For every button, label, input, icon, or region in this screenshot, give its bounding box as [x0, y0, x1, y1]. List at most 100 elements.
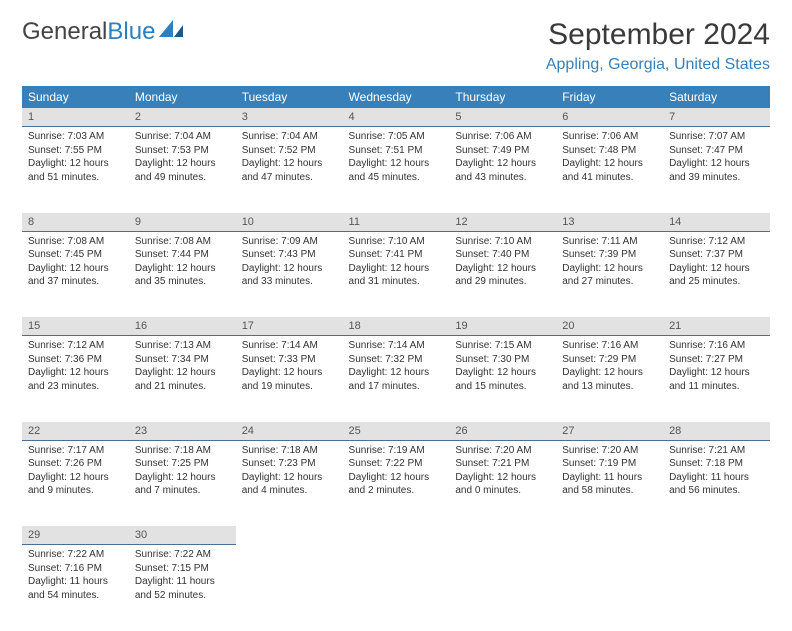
sunrise-text: Sunrise: 7:19 AM	[349, 444, 444, 458]
daylight-text: Daylight: 12 hours and 2 minutes.	[349, 471, 444, 498]
day-number: 19	[449, 317, 556, 336]
day-number: 22	[22, 422, 129, 441]
day-cell: Sunrise: 7:22 AMSunset: 7:16 PMDaylight:…	[22, 545, 129, 631]
day-cell: Sunrise: 7:08 AMSunset: 7:45 PMDaylight:…	[22, 231, 129, 317]
day-number: 25	[343, 422, 450, 441]
day-number: 9	[129, 213, 236, 232]
day-number	[663, 526, 770, 545]
sunrise-text: Sunrise: 7:17 AM	[28, 444, 123, 458]
day-number: 29	[22, 526, 129, 545]
sunrise-text: Sunrise: 7:16 AM	[669, 339, 764, 353]
day-cell: Sunrise: 7:09 AMSunset: 7:43 PMDaylight:…	[236, 231, 343, 317]
sunset-text: Sunset: 7:18 PM	[669, 457, 764, 471]
day-cell: Sunrise: 7:04 AMSunset: 7:52 PMDaylight:…	[236, 127, 343, 213]
daylight-text: Daylight: 12 hours and 25 minutes.	[669, 262, 764, 289]
day-cell: Sunrise: 7:10 AMSunset: 7:40 PMDaylight:…	[449, 231, 556, 317]
day-number: 28	[663, 422, 770, 441]
sunset-text: Sunset: 7:36 PM	[28, 353, 123, 367]
day-number: 16	[129, 317, 236, 336]
day-number: 11	[343, 213, 450, 232]
sunset-text: Sunset: 7:41 PM	[349, 248, 444, 262]
day-header: Thursday	[449, 86, 556, 108]
sunset-text: Sunset: 7:15 PM	[135, 562, 230, 576]
sunrise-text: Sunrise: 7:21 AM	[669, 444, 764, 458]
sunrise-text: Sunrise: 7:20 AM	[562, 444, 657, 458]
day-cell: Sunrise: 7:12 AMSunset: 7:36 PMDaylight:…	[22, 336, 129, 422]
sunrise-text: Sunrise: 7:10 AM	[349, 235, 444, 249]
sunset-text: Sunset: 7:51 PM	[349, 144, 444, 158]
sunrise-text: Sunrise: 7:13 AM	[135, 339, 230, 353]
day-cell: Sunrise: 7:20 AMSunset: 7:19 PMDaylight:…	[556, 440, 663, 526]
sunrise-text: Sunrise: 7:22 AM	[28, 548, 123, 562]
day-header: Tuesday	[236, 86, 343, 108]
sunset-text: Sunset: 7:23 PM	[242, 457, 337, 471]
day-cell: Sunrise: 7:11 AMSunset: 7:39 PMDaylight:…	[556, 231, 663, 317]
sunrise-text: Sunrise: 7:08 AM	[28, 235, 123, 249]
day-number	[236, 526, 343, 545]
daylight-text: Daylight: 12 hours and 31 minutes.	[349, 262, 444, 289]
sunrise-text: Sunrise: 7:14 AM	[349, 339, 444, 353]
sunrise-text: Sunrise: 7:18 AM	[135, 444, 230, 458]
day-number: 15	[22, 317, 129, 336]
day-cell: Sunrise: 7:14 AMSunset: 7:32 PMDaylight:…	[343, 336, 450, 422]
day-cell: Sunrise: 7:06 AMSunset: 7:48 PMDaylight:…	[556, 127, 663, 213]
daylight-text: Daylight: 12 hours and 29 minutes.	[455, 262, 550, 289]
day-number: 3	[236, 108, 343, 127]
sunrise-text: Sunrise: 7:12 AM	[669, 235, 764, 249]
daylight-text: Daylight: 12 hours and 41 minutes.	[562, 157, 657, 184]
daylight-text: Daylight: 12 hours and 51 minutes.	[28, 157, 123, 184]
sunrise-text: Sunrise: 7:16 AM	[562, 339, 657, 353]
sunset-text: Sunset: 7:19 PM	[562, 457, 657, 471]
page-title: September 2024	[546, 18, 770, 52]
day-cell	[663, 545, 770, 631]
day-cell: Sunrise: 7:12 AMSunset: 7:37 PMDaylight:…	[663, 231, 770, 317]
daylight-text: Daylight: 12 hours and 15 minutes.	[455, 366, 550, 393]
daylight-text: Daylight: 12 hours and 37 minutes.	[28, 262, 123, 289]
sunset-text: Sunset: 7:21 PM	[455, 457, 550, 471]
day-number: 14	[663, 213, 770, 232]
daylight-text: Daylight: 12 hours and 33 minutes.	[242, 262, 337, 289]
day-header: Monday	[129, 86, 236, 108]
day-number: 12	[449, 213, 556, 232]
daylight-text: Daylight: 12 hours and 35 minutes.	[135, 262, 230, 289]
sunset-text: Sunset: 7:55 PM	[28, 144, 123, 158]
day-cell: Sunrise: 7:20 AMSunset: 7:21 PMDaylight:…	[449, 440, 556, 526]
day-number: 17	[236, 317, 343, 336]
day-cell: Sunrise: 7:18 AMSunset: 7:25 PMDaylight:…	[129, 440, 236, 526]
daylight-text: Daylight: 12 hours and 11 minutes.	[669, 366, 764, 393]
day-header: Saturday	[663, 86, 770, 108]
sunrise-text: Sunrise: 7:10 AM	[455, 235, 550, 249]
daylight-text: Daylight: 12 hours and 27 minutes.	[562, 262, 657, 289]
day-number: 6	[556, 108, 663, 127]
day-header: Sunday	[22, 86, 129, 108]
day-number: 24	[236, 422, 343, 441]
day-cell: Sunrise: 7:16 AMSunset: 7:29 PMDaylight:…	[556, 336, 663, 422]
sunset-text: Sunset: 7:33 PM	[242, 353, 337, 367]
sunset-text: Sunset: 7:45 PM	[28, 248, 123, 262]
daylight-text: Daylight: 12 hours and 19 minutes.	[242, 366, 337, 393]
daylight-text: Daylight: 12 hours and 49 minutes.	[135, 157, 230, 184]
logo-text-blue: Blue	[107, 20, 155, 44]
day-number: 21	[663, 317, 770, 336]
sunrise-text: Sunrise: 7:20 AM	[455, 444, 550, 458]
sunset-text: Sunset: 7:26 PM	[28, 457, 123, 471]
day-header: Wednesday	[343, 86, 450, 108]
sunset-text: Sunset: 7:52 PM	[242, 144, 337, 158]
day-cell: Sunrise: 7:03 AMSunset: 7:55 PMDaylight:…	[22, 127, 129, 213]
sunrise-text: Sunrise: 7:07 AM	[669, 130, 764, 144]
day-cell	[343, 545, 450, 631]
sunrise-text: Sunrise: 7:12 AM	[28, 339, 123, 353]
sunset-text: Sunset: 7:47 PM	[669, 144, 764, 158]
day-cell: Sunrise: 7:14 AMSunset: 7:33 PMDaylight:…	[236, 336, 343, 422]
day-number: 20	[556, 317, 663, 336]
day-cell: Sunrise: 7:16 AMSunset: 7:27 PMDaylight:…	[663, 336, 770, 422]
day-number: 30	[129, 526, 236, 545]
day-number	[449, 526, 556, 545]
day-cell: Sunrise: 7:07 AMSunset: 7:47 PMDaylight:…	[663, 127, 770, 213]
sunset-text: Sunset: 7:25 PM	[135, 457, 230, 471]
day-cell: Sunrise: 7:04 AMSunset: 7:53 PMDaylight:…	[129, 127, 236, 213]
daylight-text: Daylight: 12 hours and 21 minutes.	[135, 366, 230, 393]
day-cell: Sunrise: 7:10 AMSunset: 7:41 PMDaylight:…	[343, 231, 450, 317]
sunrise-text: Sunrise: 7:09 AM	[242, 235, 337, 249]
day-number: 13	[556, 213, 663, 232]
